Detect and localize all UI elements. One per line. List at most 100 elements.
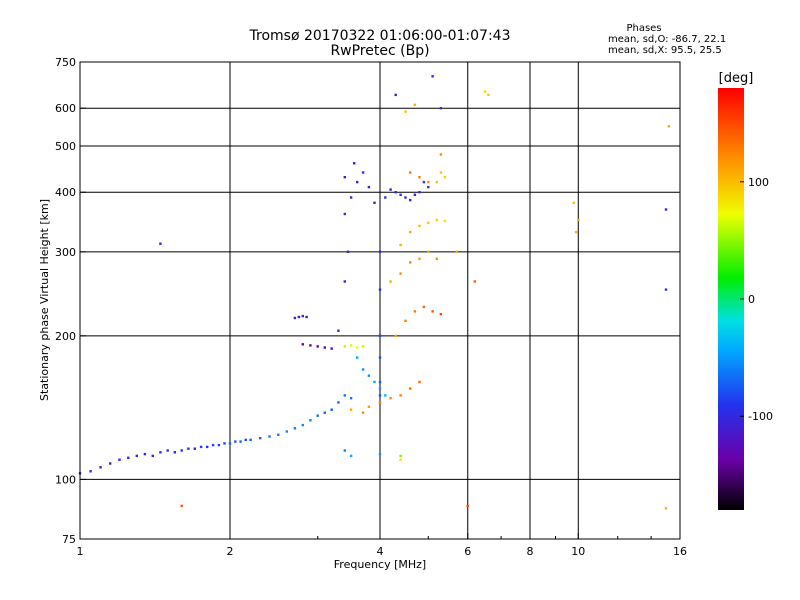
data-point (422, 305, 426, 309)
data-point (378, 452, 382, 456)
data-point (404, 110, 407, 113)
data-point (418, 176, 421, 179)
data-point (577, 218, 580, 222)
data-point (234, 440, 237, 443)
data-point (346, 250, 350, 253)
data-point (399, 272, 402, 275)
data-point (466, 504, 469, 508)
data-point (343, 394, 346, 397)
data-point (418, 380, 421, 384)
data-point (330, 408, 333, 411)
data-point (404, 319, 407, 322)
data-point (349, 344, 353, 347)
data-point (337, 329, 340, 332)
data-point (127, 456, 130, 459)
data-point (399, 458, 402, 461)
data-point (293, 316, 297, 320)
data-point (349, 454, 353, 458)
data-point (664, 208, 668, 211)
data-point (389, 397, 392, 400)
data-point (384, 394, 387, 397)
data-point (143, 452, 147, 456)
data-point (427, 180, 430, 184)
data-point (343, 176, 346, 179)
data-point (323, 411, 326, 414)
data-point (199, 445, 203, 449)
data-point (373, 201, 376, 204)
data-point (361, 171, 365, 174)
data-point (323, 346, 326, 349)
data-point (259, 437, 262, 440)
data-point (239, 440, 242, 443)
data-point (349, 196, 353, 199)
data-point (439, 107, 443, 110)
chart-title: Tromsø 20170322 01:06:00-01:07:43 (249, 28, 511, 44)
data-point (574, 230, 578, 234)
data-point (268, 435, 271, 438)
data-point (367, 185, 371, 189)
data-point (443, 176, 447, 179)
points-layer (78, 75, 671, 510)
data-point (309, 419, 312, 422)
data-point (409, 198, 412, 202)
colorbar-ticks: 100 0 -100 (740, 176, 773, 423)
data-point (473, 280, 476, 283)
data-point (409, 171, 412, 174)
colorbar-label: [deg] (719, 71, 754, 86)
data-point (293, 427, 297, 430)
data-point (439, 171, 443, 174)
stats-line-o: mean, sd,O: -86.7, 22.1 (608, 34, 726, 45)
data-point (435, 218, 438, 222)
data-point (353, 162, 356, 165)
data-point (309, 344, 312, 347)
data-point (572, 201, 576, 204)
data-point (431, 310, 434, 313)
y-tick-label: 300 (55, 246, 76, 259)
data-point (187, 447, 190, 450)
data-point (367, 374, 371, 377)
data-point (431, 75, 434, 78)
data-point (228, 442, 232, 445)
data-point (343, 449, 346, 452)
data-point (249, 438, 252, 442)
x-tick-label: 10 (571, 545, 585, 558)
data-point (349, 397, 353, 400)
data-point (378, 288, 382, 291)
x-tick-label: 4 (377, 545, 384, 558)
data-point (301, 314, 304, 318)
data-point (180, 449, 183, 452)
y-tick-label: 500 (55, 140, 76, 153)
data-point (301, 423, 304, 427)
y-axis-label: Stationary phase Virtual Height [km] (38, 199, 51, 401)
ticks-layer: 1 2 4 6 8 10 16 75 100 200 300 400 500 600 750 (55, 56, 687, 558)
data-point (316, 345, 319, 348)
data-point (285, 430, 288, 433)
data-point (418, 224, 421, 228)
data-point (343, 212, 346, 216)
data-point (99, 466, 102, 469)
data-point (244, 438, 247, 442)
data-point (378, 356, 382, 359)
data-point (166, 449, 169, 452)
data-point (301, 343, 304, 346)
data-point (427, 250, 430, 253)
data-point (217, 443, 221, 447)
data-point (394, 334, 397, 337)
stats-line-x: mean, sd,X: 95.5, 25.5 (608, 45, 722, 56)
data-point (349, 408, 353, 411)
data-point (356, 180, 359, 184)
data-point (384, 196, 387, 199)
y-tick-label: 200 (55, 330, 76, 343)
data-point (193, 447, 196, 450)
data-point (399, 243, 402, 247)
data-point (439, 153, 443, 156)
data-point (206, 445, 209, 449)
data-point (159, 242, 162, 245)
data-point (409, 230, 412, 234)
data-point (427, 221, 430, 225)
x-axis-label: Frequency [MHz] (334, 558, 426, 571)
data-point (343, 280, 346, 283)
data-point (361, 345, 365, 348)
data-point (389, 188, 392, 191)
data-point (211, 443, 215, 447)
